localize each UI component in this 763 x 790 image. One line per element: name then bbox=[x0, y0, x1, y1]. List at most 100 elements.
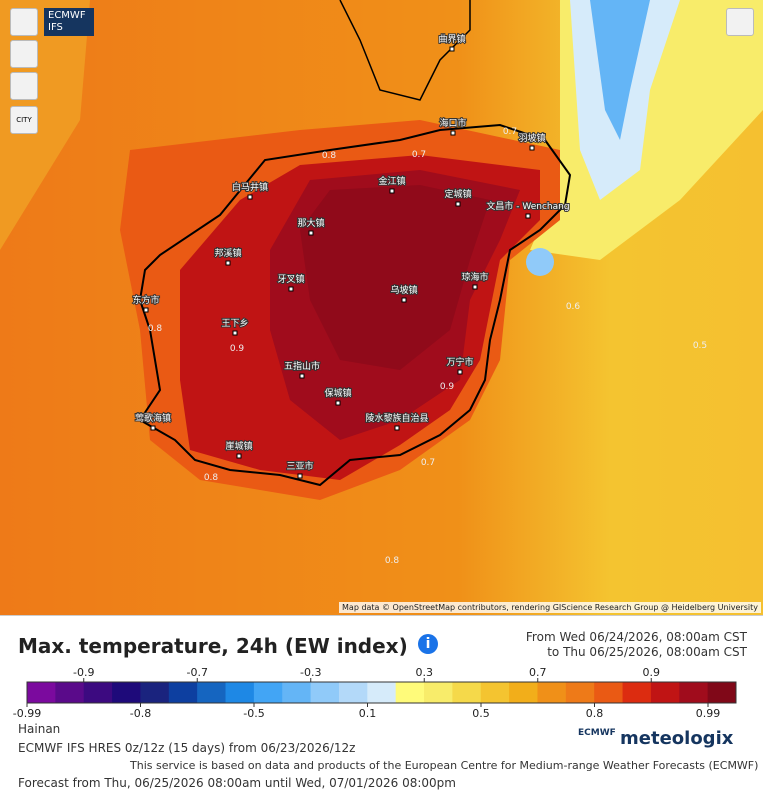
place-marker bbox=[150, 425, 156, 431]
place-label: 保城镇 bbox=[324, 387, 351, 399]
to-date: to Thu 06/25/2026, 08:00am CST bbox=[547, 645, 747, 659]
contour-label: 0.7 bbox=[503, 127, 517, 137]
place-label: 羽坡镇 bbox=[518, 132, 545, 144]
scale-label: -0.99 bbox=[13, 707, 41, 720]
scale-label: -0.9 bbox=[73, 666, 94, 679]
place-label: 白马井镇 bbox=[232, 181, 268, 193]
place-label: 曲界镇 bbox=[438, 33, 465, 45]
place-label: 莺歌海镇 bbox=[135, 412, 171, 424]
place-marker bbox=[450, 130, 456, 136]
scale-label: 0.3 bbox=[416, 666, 434, 679]
contour-label: 0.5 bbox=[693, 341, 707, 351]
place-label: 琼海市 bbox=[461, 271, 488, 283]
credit: This service is based on data and produc… bbox=[130, 759, 759, 772]
place-label: 东方市 bbox=[132, 294, 159, 306]
location-button[interactable] bbox=[10, 40, 38, 68]
brand-logo: meteologix bbox=[620, 728, 734, 749]
place-marker bbox=[335, 400, 341, 406]
place-marker bbox=[232, 330, 238, 336]
scale-label: -0.7 bbox=[187, 666, 208, 679]
place-label: 牙叉镇 bbox=[277, 273, 304, 285]
color-bin bbox=[537, 682, 567, 703]
color-bin bbox=[338, 682, 368, 703]
place-marker bbox=[449, 46, 455, 52]
color-bin bbox=[395, 682, 425, 703]
color-bin bbox=[197, 682, 227, 703]
field bbox=[590, 0, 650, 140]
legend-title: Max. temperature, 24h (EW index) bbox=[18, 634, 408, 658]
color-bin bbox=[55, 682, 85, 703]
color-bin bbox=[225, 682, 255, 703]
field bbox=[300, 185, 490, 370]
contour-label: 0.9 bbox=[440, 382, 455, 392]
place-label: 海口市 bbox=[439, 117, 466, 129]
place-label: 万宁市 bbox=[446, 356, 473, 368]
color-bin bbox=[622, 682, 652, 703]
color-scale: -0.99 -0.9 -0.8 -0.7 -0.5 -0.3 0.1 0.3 0.5 0.7 0.8… bbox=[13, 666, 737, 720]
color-bin bbox=[424, 682, 453, 703]
color-bin bbox=[27, 682, 56, 703]
color-bin bbox=[367, 682, 397, 703]
place-marker bbox=[236, 453, 242, 459]
scale-border bbox=[26, 681, 737, 704]
color-bin bbox=[594, 682, 624, 703]
attribution: Map data © OpenStreetMap contributors, r… bbox=[339, 602, 761, 613]
place-marker bbox=[401, 297, 407, 303]
contour-label: 0.8 bbox=[148, 324, 163, 334]
scale-label: 0.99 bbox=[696, 707, 721, 720]
place-marker bbox=[394, 425, 400, 431]
color-bin bbox=[707, 682, 737, 703]
scale-label: -0.8 bbox=[130, 707, 151, 720]
place-marker bbox=[529, 145, 535, 151]
color-bin bbox=[452, 682, 482, 703]
contour-label: 0.9 bbox=[230, 344, 245, 354]
ecmwf-logo: ECMWF bbox=[578, 728, 616, 738]
place-marker bbox=[297, 473, 303, 479]
model-run: ECMWF IFS HRES 0z/12z (15 days) from 06/… bbox=[18, 741, 356, 755]
contour-label: 0.7 bbox=[421, 458, 435, 468]
color-bin bbox=[140, 682, 170, 703]
date-range: From Wed 06/24/2026, 08:00am CST to Thu 0… bbox=[526, 630, 747, 660]
scale-label: 0.5 bbox=[472, 707, 490, 720]
scale-label: 0.7 bbox=[529, 666, 547, 679]
forecast-range: Forecast from Thu, 06/25/2026 08:00am un… bbox=[18, 776, 456, 790]
place-marker bbox=[308, 230, 314, 236]
color-bin bbox=[253, 682, 283, 703]
place-marker bbox=[389, 188, 395, 194]
place-label: 三亚市 bbox=[286, 460, 313, 472]
place-label: 五指山市 bbox=[284, 360, 320, 372]
place-label: 崖城镇 bbox=[225, 440, 252, 452]
color-bin bbox=[565, 682, 595, 703]
info-button[interactable]: i bbox=[418, 634, 438, 654]
from-date: From Wed 06/24/2026, 08:00am CST bbox=[525, 630, 747, 644]
zoom-button[interactable] bbox=[10, 72, 38, 100]
contour-label: 0.7 bbox=[412, 150, 426, 160]
place-marker bbox=[288, 286, 294, 292]
coastline bbox=[138, 123, 572, 487]
field bbox=[526, 248, 554, 276]
color-bin bbox=[112, 682, 141, 703]
color-bin bbox=[310, 682, 340, 703]
coastline bbox=[339, 0, 471, 101]
place-label: 文昌市 - Wenchang bbox=[486, 200, 569, 212]
city-button[interactable]: CITY bbox=[10, 106, 38, 134]
color-bin bbox=[168, 682, 198, 703]
refresh-button[interactable] bbox=[10, 8, 38, 36]
color-bin bbox=[83, 682, 113, 703]
contour-label: 0.8 bbox=[322, 151, 337, 161]
place-marker bbox=[143, 307, 149, 313]
color-bin bbox=[679, 682, 709, 703]
color-bin bbox=[650, 682, 680, 703]
map[interactable]: 曲界镇 海口市 羽坡镇 白马井镇 金江镇 定城镇 文昌市 - Wenchang 那大镇 邦溪镇牙… bbox=[0, 0, 763, 616]
model-label: ECMWF IFS bbox=[44, 8, 94, 36]
scale-label: 0.8 bbox=[586, 707, 604, 720]
contour-label: 0.6 bbox=[566, 302, 581, 312]
place-marker bbox=[525, 213, 531, 219]
color-bin bbox=[509, 682, 538, 703]
place-label: 定城镇 bbox=[444, 188, 471, 200]
place-marker bbox=[472, 284, 478, 290]
contour-label: 0.8 bbox=[385, 556, 400, 566]
share-button[interactable] bbox=[726, 8, 754, 36]
